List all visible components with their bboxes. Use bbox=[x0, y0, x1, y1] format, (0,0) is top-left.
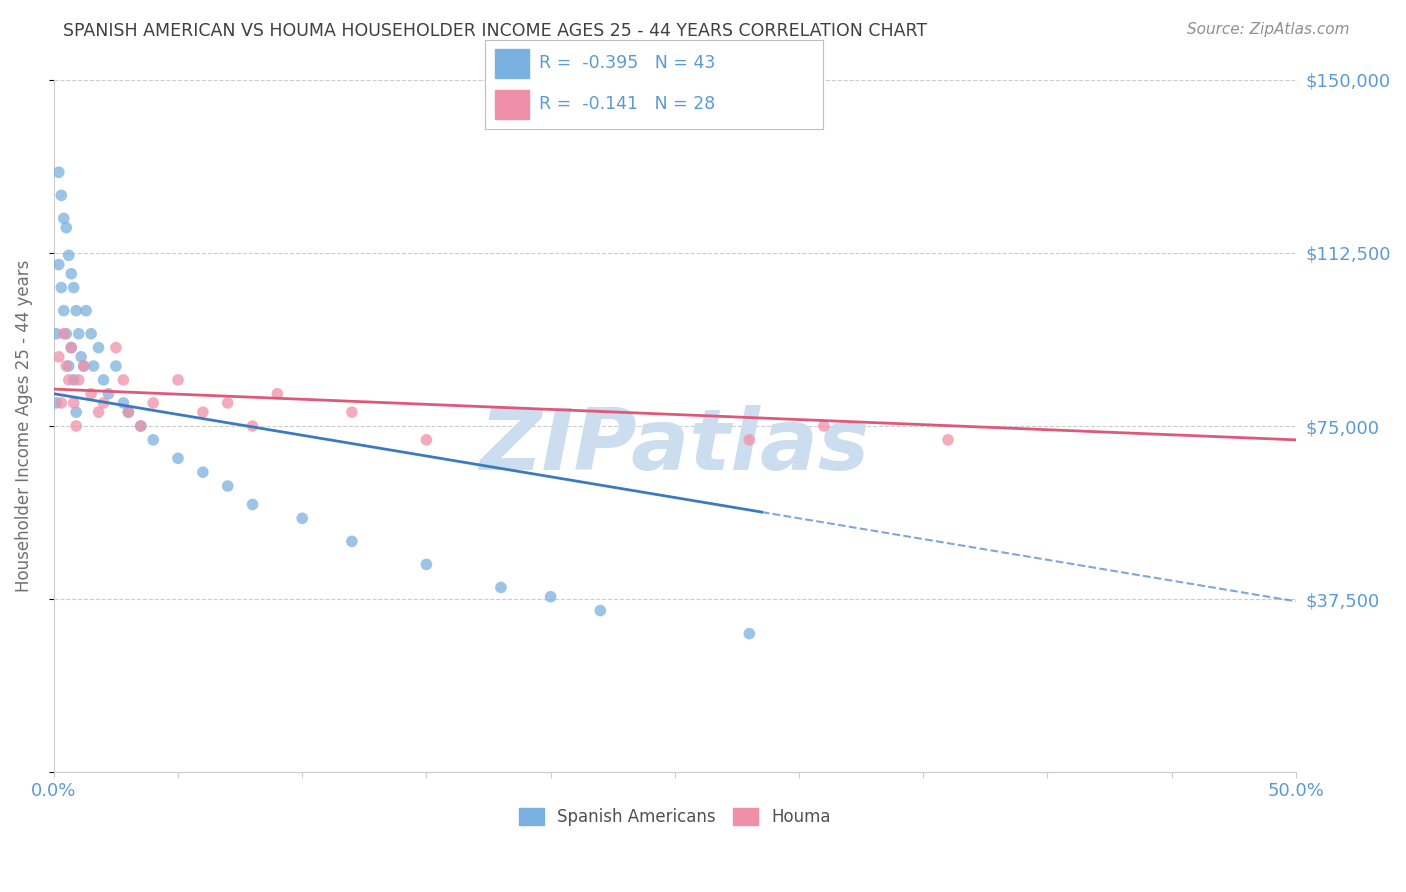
Point bbox=[80, 386, 103, 401]
Point bbox=[65, 303, 87, 318]
Point bbox=[415, 433, 437, 447]
Point bbox=[266, 386, 288, 401]
Point bbox=[242, 419, 264, 434]
Point bbox=[52, 303, 75, 318]
Point bbox=[93, 373, 115, 387]
Point bbox=[48, 350, 70, 364]
Point bbox=[72, 359, 94, 373]
Point bbox=[738, 626, 761, 640]
Point bbox=[65, 405, 87, 419]
Point bbox=[55, 359, 77, 373]
Point bbox=[51, 280, 73, 294]
Point bbox=[75, 303, 97, 318]
Text: SPANISH AMERICAN VS HOUMA HOUSEHOLDER INCOME AGES 25 - 44 YEARS CORRELATION CHAR: SPANISH AMERICAN VS HOUMA HOUSEHOLDER IN… bbox=[63, 22, 928, 40]
Point bbox=[104, 341, 127, 355]
Point bbox=[142, 396, 165, 410]
Point bbox=[340, 405, 363, 419]
Point bbox=[51, 188, 73, 202]
Point bbox=[60, 341, 83, 355]
Point bbox=[540, 590, 562, 604]
Point bbox=[142, 433, 165, 447]
Point bbox=[45, 396, 67, 410]
Point bbox=[117, 405, 139, 419]
Point bbox=[291, 511, 314, 525]
Point bbox=[738, 433, 761, 447]
Text: R =  -0.141   N = 28: R = -0.141 N = 28 bbox=[538, 95, 716, 113]
Point bbox=[58, 373, 80, 387]
Point bbox=[112, 396, 135, 410]
Point bbox=[489, 581, 512, 595]
Legend: Spanish Americans, Houma: Spanish Americans, Houma bbox=[512, 801, 837, 833]
Point bbox=[117, 405, 139, 419]
Point bbox=[62, 396, 84, 410]
Point bbox=[65, 419, 87, 434]
Y-axis label: Householder Income Ages 25 - 44 years: Householder Income Ages 25 - 44 years bbox=[15, 260, 32, 592]
Point bbox=[67, 326, 90, 341]
Point bbox=[62, 280, 84, 294]
Point bbox=[217, 396, 239, 410]
Point bbox=[813, 419, 835, 434]
Point bbox=[589, 603, 612, 617]
Point bbox=[70, 350, 93, 364]
Point bbox=[129, 419, 152, 434]
Point bbox=[112, 373, 135, 387]
Point bbox=[191, 405, 214, 419]
Point bbox=[97, 386, 120, 401]
Point bbox=[167, 373, 190, 387]
Point bbox=[104, 359, 127, 373]
Point bbox=[55, 220, 77, 235]
Point bbox=[87, 341, 110, 355]
Bar bbox=[495, 90, 529, 119]
Point bbox=[58, 359, 80, 373]
Point bbox=[48, 165, 70, 179]
Point bbox=[340, 534, 363, 549]
Point bbox=[55, 326, 77, 341]
Point bbox=[58, 248, 80, 262]
Point bbox=[52, 211, 75, 226]
Point bbox=[936, 433, 959, 447]
Point bbox=[45, 326, 67, 341]
Point bbox=[80, 326, 103, 341]
Point bbox=[62, 373, 84, 387]
Point bbox=[129, 419, 152, 434]
Point bbox=[67, 373, 90, 387]
Point bbox=[93, 396, 115, 410]
Text: ZIPatlas: ZIPatlas bbox=[479, 405, 870, 488]
Bar bbox=[495, 49, 529, 78]
Point bbox=[60, 267, 83, 281]
Point bbox=[191, 465, 214, 479]
Point bbox=[217, 479, 239, 493]
Text: Source: ZipAtlas.com: Source: ZipAtlas.com bbox=[1187, 22, 1350, 37]
Point bbox=[83, 359, 105, 373]
Text: R =  -0.395   N = 43: R = -0.395 N = 43 bbox=[538, 54, 716, 72]
Point bbox=[167, 451, 190, 466]
Point bbox=[52, 326, 75, 341]
Point bbox=[72, 359, 94, 373]
Point bbox=[48, 258, 70, 272]
Point bbox=[60, 341, 83, 355]
Point bbox=[242, 498, 264, 512]
Point bbox=[87, 405, 110, 419]
Point bbox=[51, 396, 73, 410]
Point bbox=[415, 558, 437, 572]
